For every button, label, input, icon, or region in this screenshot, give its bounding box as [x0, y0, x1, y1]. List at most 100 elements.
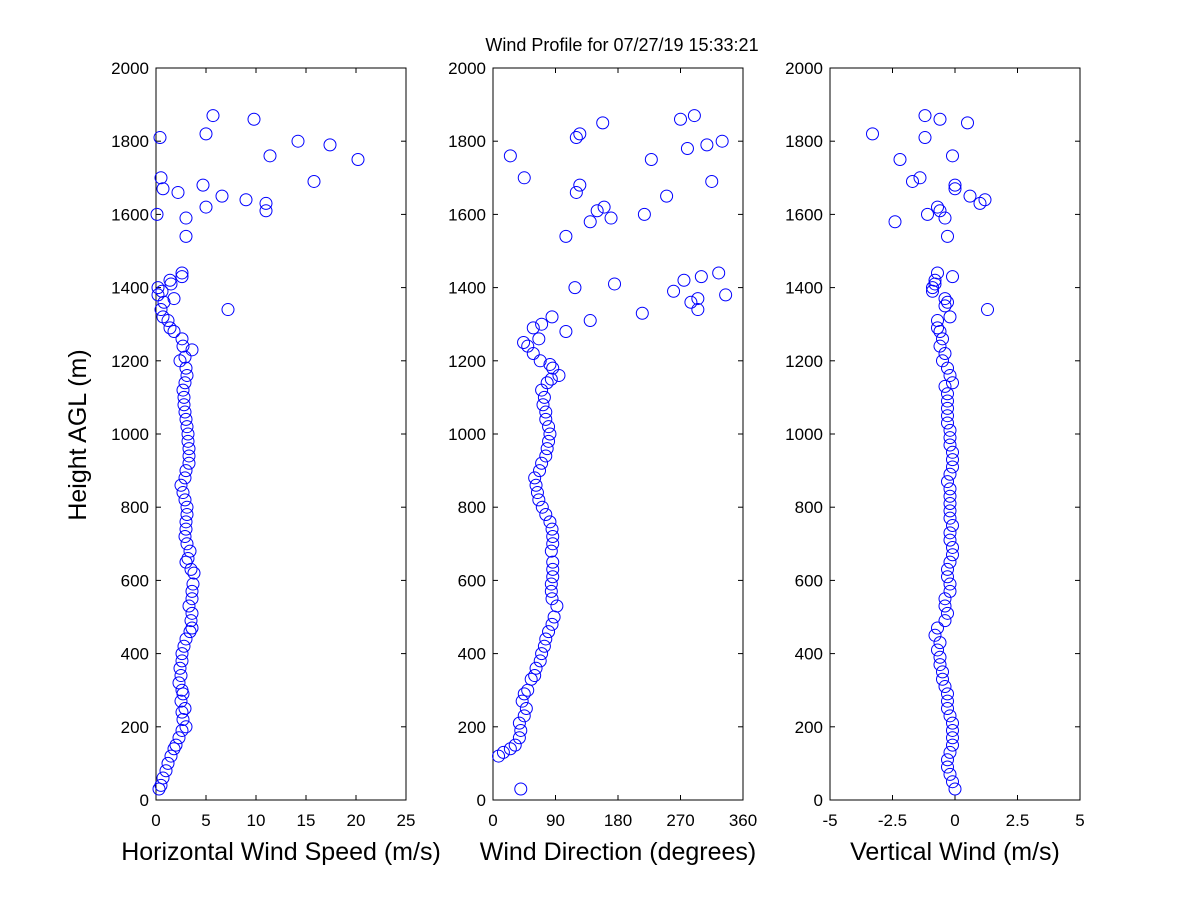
data-point	[533, 654, 547, 668]
y-tick-label: 600	[795, 571, 823, 590]
data-point	[597, 200, 611, 214]
data-point	[938, 292, 952, 306]
x-tick-label: 15	[297, 811, 316, 830]
data-point	[176, 486, 190, 500]
data-point	[175, 270, 189, 284]
data-point	[546, 529, 560, 543]
data-point	[936, 354, 949, 368]
data-point	[176, 712, 190, 726]
data-point	[176, 383, 190, 397]
data-point	[694, 270, 708, 284]
data-point	[941, 361, 954, 375]
data-point	[941, 401, 954, 415]
data-point	[180, 368, 194, 382]
data-point	[178, 350, 192, 364]
data-point	[680, 142, 694, 156]
data-point	[943, 467, 957, 481]
data-point	[705, 174, 719, 188]
data-point	[206, 109, 220, 123]
data-point	[174, 694, 188, 708]
data-point	[550, 599, 564, 613]
x-tick-label: 360	[729, 811, 757, 830]
y-tick-label: 400	[121, 645, 149, 664]
y-tick-label: 2000	[448, 59, 486, 78]
data-point	[528, 471, 542, 485]
data-point	[569, 185, 583, 199]
data-point	[946, 376, 959, 390]
data-point	[154, 171, 168, 185]
data-point	[535, 647, 549, 661]
data-point	[635, 306, 649, 320]
data-point	[173, 661, 187, 675]
data-point	[938, 211, 952, 225]
data-point	[583, 215, 597, 229]
y-tick-label: 1800	[785, 132, 823, 151]
data-point	[167, 325, 181, 339]
data-point	[906, 174, 919, 188]
y-tick-label: 1000	[448, 425, 486, 444]
data-point	[177, 390, 191, 404]
data-point	[517, 171, 531, 185]
data-point	[684, 295, 698, 309]
data-point	[963, 189, 977, 203]
y-tick-label: 800	[795, 498, 823, 517]
data-point	[918, 109, 932, 123]
x-tick-label: 10	[247, 811, 266, 830]
data-point	[933, 325, 947, 339]
data-point	[535, 456, 549, 470]
data-point	[177, 639, 191, 653]
data-point	[542, 420, 556, 434]
data-point	[931, 643, 944, 657]
data-point	[946, 445, 959, 459]
x-tick-label: 2.5	[1006, 811, 1030, 830]
data-point	[184, 614, 198, 628]
data-point	[941, 753, 954, 767]
data-point	[893, 153, 907, 166]
y-tick-label: 600	[458, 571, 486, 590]
y-tick-label: 0	[814, 791, 823, 810]
data-point	[933, 650, 947, 664]
data-point	[946, 519, 959, 532]
data-point	[941, 416, 954, 430]
data-point	[187, 566, 201, 580]
y-tick-label: 800	[121, 498, 149, 517]
data-point	[179, 632, 193, 646]
data-point	[946, 723, 959, 737]
data-point	[537, 390, 551, 404]
data-point	[150, 207, 164, 221]
y-tick-label: 2000	[785, 59, 823, 78]
data-point	[559, 229, 573, 243]
data-point	[660, 189, 674, 203]
data-point	[181, 551, 195, 565]
data-point	[179, 361, 193, 375]
data-point	[159, 764, 173, 778]
data-point	[719, 288, 733, 302]
data-point	[943, 423, 957, 437]
data-point	[323, 138, 337, 152]
data-point	[508, 738, 522, 752]
data-point	[569, 131, 583, 145]
data-point	[928, 628, 942, 642]
y-axis-label: Height AGL (m)	[64, 349, 92, 520]
data-point	[946, 453, 959, 467]
data-point	[596, 116, 610, 130]
data-point	[185, 592, 199, 606]
data-point	[559, 325, 573, 339]
data-point	[943, 555, 957, 569]
data-point	[175, 647, 189, 661]
data-point	[938, 299, 952, 313]
data-point	[941, 409, 954, 423]
y-tick-label: 1600	[785, 205, 823, 224]
data-point	[943, 526, 957, 540]
data-point	[533, 354, 547, 368]
data-point	[529, 478, 543, 492]
data-point	[177, 398, 191, 412]
x-axis-label-speed: Horizontal Wind Speed (m/s)	[121, 838, 441, 866]
y-tick-label: 1800	[448, 132, 486, 151]
data-point	[943, 504, 957, 518]
y-tick-label: 1200	[448, 352, 486, 371]
data-point	[941, 394, 954, 408]
data-point	[156, 310, 170, 324]
